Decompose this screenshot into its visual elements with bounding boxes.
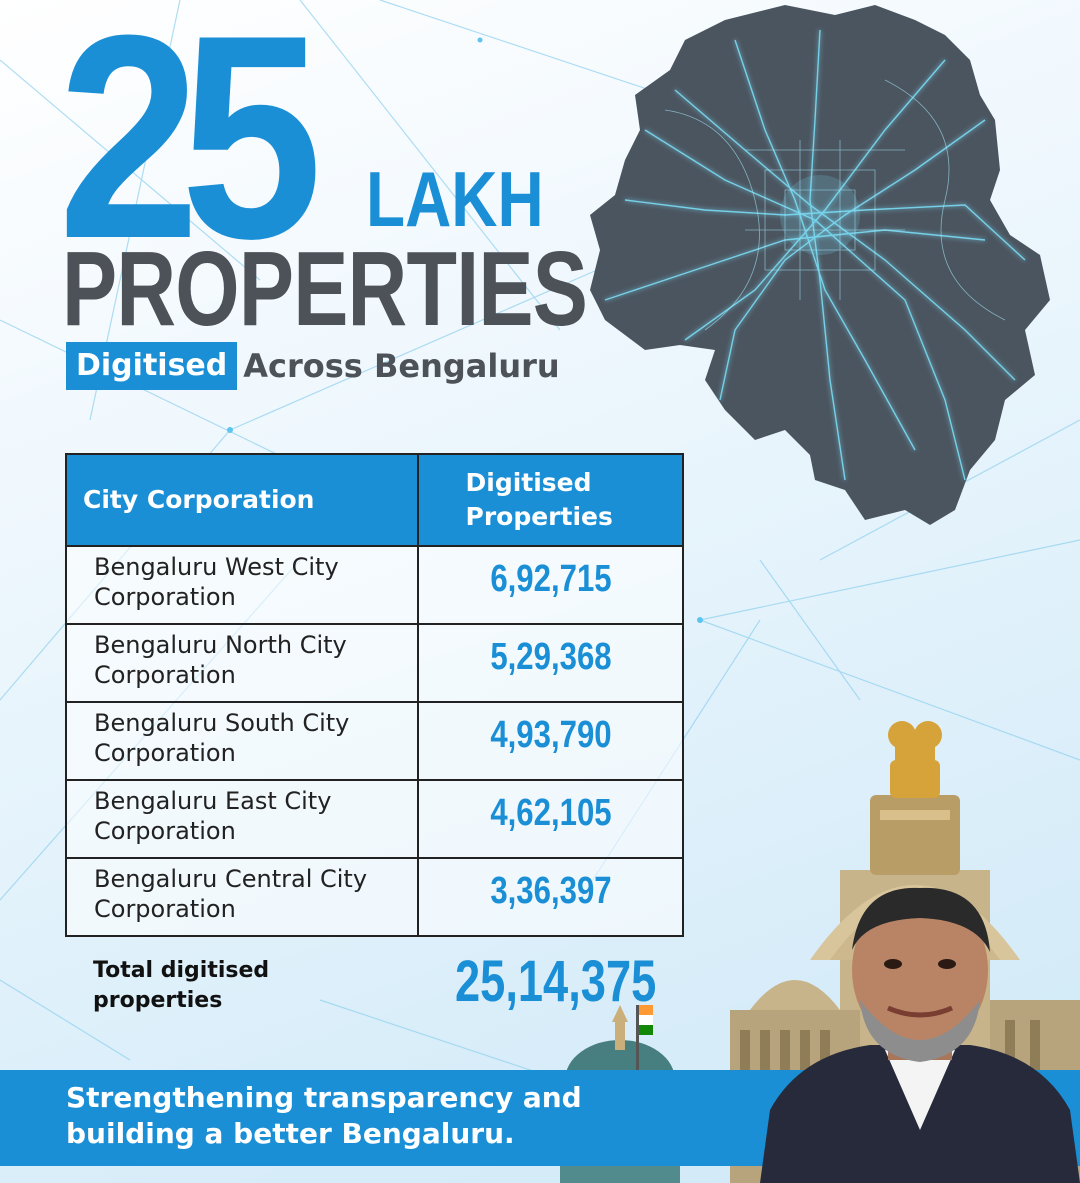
property-count: 6,92,715 — [489, 557, 612, 600]
header-city-corporation: City Corporation — [83, 485, 315, 514]
total-value: 25,14,375 — [455, 949, 657, 1014]
property-count: 3,36,397 — [489, 869, 612, 912]
headline-subline: Digitised Across Bengaluru — [66, 340, 560, 392]
property-count: 4,62,105 — [489, 791, 612, 834]
table-row: Bengaluru East City Corporation 4,62,105 — [67, 779, 682, 857]
corporation-name: Bengaluru West City Corporation — [94, 553, 339, 611]
corporation-name: Bengaluru South City Corporation — [94, 709, 350, 767]
property-count: 4,93,790 — [489, 713, 612, 756]
national-emblem — [888, 721, 942, 798]
table-header-row: City Corporation Digitised Properties — [67, 455, 682, 545]
footer-tagline: Strengthening transparency and building … — [66, 1081, 582, 1150]
headline-number: 25 — [58, 0, 322, 299]
table-row: Bengaluru Central City Corporation 3,36,… — [67, 857, 682, 935]
person-portrait — [760, 887, 1080, 1183]
bengaluru-map — [590, 5, 1050, 525]
headline-noun: PROPERTIES — [62, 230, 588, 348]
corporation-name: Bengaluru North City Corporation — [94, 631, 347, 689]
property-count: 5,29,368 — [489, 635, 612, 678]
subline-text: Across Bengaluru — [243, 347, 560, 385]
digitised-badge: Digitised — [66, 342, 238, 390]
corporation-name: Bengaluru East City Corporation — [94, 787, 332, 845]
headline-unit: LAKH — [366, 155, 544, 243]
table-row: Bengaluru South City Corporation 4,93,79… — [67, 701, 682, 779]
header-digitised-properties: Digitised Properties — [465, 468, 613, 531]
table-row: Bengaluru West City Corporation 6,92,715 — [67, 545, 682, 623]
digitised-properties-table: City Corporation Digitised Properties Be… — [65, 453, 684, 937]
table-row: Bengaluru North City Corporation 5,29,36… — [67, 623, 682, 701]
corporation-name: Bengaluru Central City Corporation — [94, 865, 368, 923]
total-label: Total digitised properties — [93, 958, 270, 1013]
